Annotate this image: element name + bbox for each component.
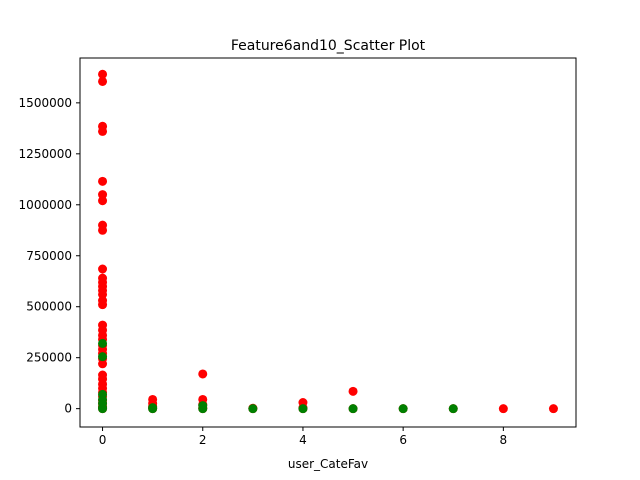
data-point — [98, 176, 108, 186]
y-tick-label: 1000000 — [19, 198, 72, 212]
x-tick-label: 2 — [199, 433, 207, 447]
y-tick-label: 250000 — [26, 351, 72, 365]
data-point — [98, 69, 108, 79]
x-tick-label: 6 — [399, 433, 407, 447]
y-tick-label: 500000 — [26, 300, 72, 314]
y-tick-label: 0 — [64, 402, 72, 416]
x-axis-label: user_CateFav — [288, 457, 368, 471]
data-point — [98, 126, 108, 136]
data-point — [98, 264, 108, 274]
plot-frame — [79, 57, 577, 428]
points-layer — [98, 69, 558, 414]
data-point — [348, 404, 358, 414]
data-point — [98, 359, 108, 369]
data-point — [98, 338, 108, 348]
data-point — [98, 300, 108, 310]
data-point — [498, 404, 508, 414]
chart-title: Feature6and10_Scatter Plot — [231, 38, 426, 54]
data-point — [148, 404, 158, 414]
data-point — [98, 225, 108, 235]
data-point — [298, 404, 308, 414]
data-point — [98, 404, 108, 414]
data-point — [248, 404, 258, 414]
data-point — [448, 404, 458, 414]
data-point — [98, 352, 108, 362]
data-point — [348, 386, 358, 396]
data-point — [198, 369, 208, 379]
data-point — [548, 404, 558, 414]
x-tick-label: 4 — [299, 433, 307, 447]
y-tick-label: 1500000 — [19, 96, 72, 110]
ticks-layer: 0 2 4 6 8 0 250000 500000 750000 1000000 1250000 15… — [19, 96, 508, 447]
x-tick-label: 8 — [500, 433, 508, 447]
data-point — [98, 76, 108, 86]
x-tick-label: 0 — [99, 433, 107, 447]
y-tick-label: 750000 — [26, 249, 72, 263]
data-point — [98, 196, 108, 206]
data-point — [398, 404, 408, 414]
y-tick-label: 1250000 — [19, 147, 72, 161]
data-point — [198, 404, 208, 414]
